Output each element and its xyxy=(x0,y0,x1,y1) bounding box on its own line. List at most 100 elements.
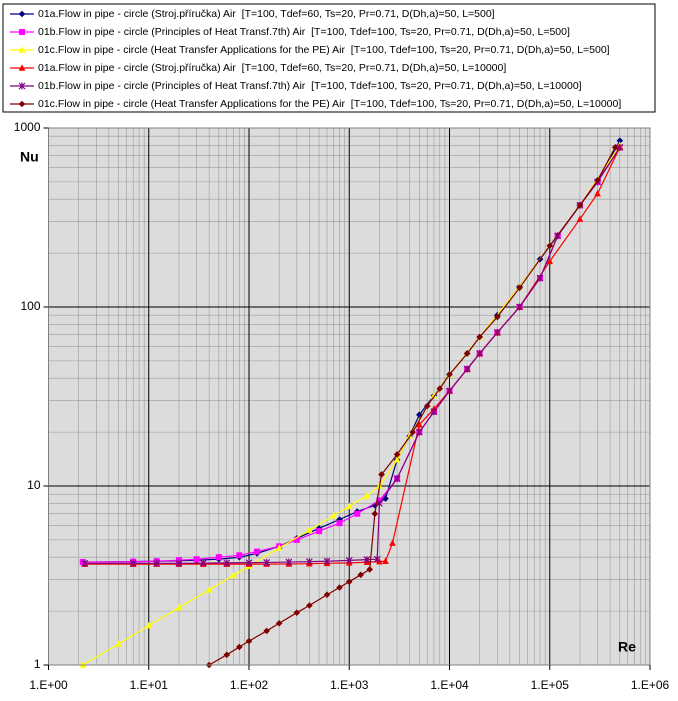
x-tick-label: 1.E+04 xyxy=(430,678,469,692)
legend-label: 01a.Flow in pipe - circle (Stroj.příručk… xyxy=(38,8,495,20)
marker xyxy=(594,189,601,197)
marker xyxy=(393,451,401,458)
marker xyxy=(430,391,438,399)
marker xyxy=(129,559,137,567)
marker xyxy=(345,578,353,585)
legend-label: 01c.Flow in pipe - circle (Heat Transfer… xyxy=(38,44,610,56)
legend-label: 01c.Flow in pipe - circle (Heat Transfer… xyxy=(38,98,621,110)
y-tick-label: 10 xyxy=(27,478,41,492)
x-tick-label: 1.E+02 xyxy=(230,678,269,692)
marker xyxy=(546,242,554,250)
marker xyxy=(393,475,401,483)
marker xyxy=(423,402,431,410)
marker xyxy=(323,557,331,565)
marker xyxy=(409,428,417,436)
legend-label: 01b.Flow in pipe - circle (Principles of… xyxy=(38,80,582,92)
legend-label: 01b.Flow in pipe - circle (Principles of… xyxy=(38,26,570,38)
marker xyxy=(546,257,554,265)
marker xyxy=(416,420,423,428)
marker xyxy=(306,602,313,609)
marker xyxy=(193,556,200,563)
marker xyxy=(306,526,313,533)
series-line xyxy=(84,146,621,564)
marker xyxy=(336,516,343,523)
marker xyxy=(223,559,231,567)
legend-marker xyxy=(18,64,26,71)
series-line xyxy=(208,147,616,666)
marker xyxy=(373,555,381,563)
marker xyxy=(245,637,253,645)
marker xyxy=(316,528,323,535)
marker xyxy=(446,371,453,378)
marker xyxy=(199,559,207,567)
legend-marker xyxy=(18,100,26,108)
marker xyxy=(516,303,523,311)
series-line xyxy=(82,145,621,666)
legend-label: 01a.Flow in pipe - circle (Stroj.příručk… xyxy=(38,62,506,74)
y-tick-label: 1 xyxy=(34,657,41,671)
y-tick-label: 100 xyxy=(20,299,40,313)
x-axis-label: Re xyxy=(618,639,636,655)
marker xyxy=(611,144,619,151)
marker xyxy=(357,571,364,579)
marker xyxy=(371,510,379,518)
marker xyxy=(576,201,584,209)
marker xyxy=(285,558,293,566)
marker xyxy=(493,329,501,337)
marker xyxy=(223,651,231,659)
legend-marker xyxy=(19,29,25,35)
marker xyxy=(81,559,89,567)
x-tick-label: 1.E+06 xyxy=(631,678,670,692)
marker xyxy=(463,365,471,373)
series-layer xyxy=(79,137,624,669)
marker xyxy=(415,428,423,436)
marker xyxy=(382,557,389,565)
marker xyxy=(263,558,271,566)
marker xyxy=(476,349,484,357)
marker xyxy=(476,333,483,341)
marker xyxy=(115,640,122,647)
marker xyxy=(215,554,222,561)
marker xyxy=(363,492,371,499)
marker xyxy=(205,586,213,593)
grid xyxy=(48,127,651,666)
marker xyxy=(430,408,438,416)
marker xyxy=(576,215,584,222)
marker xyxy=(436,385,444,392)
marker xyxy=(175,603,183,611)
marker xyxy=(153,559,161,567)
marker xyxy=(293,609,301,616)
marker xyxy=(354,510,361,517)
marker xyxy=(175,559,183,567)
marker xyxy=(345,556,353,564)
marker xyxy=(366,566,374,573)
y-tick-label: 1000 xyxy=(14,120,41,134)
marker xyxy=(616,143,624,151)
marker xyxy=(336,584,343,591)
x-tick-label: 1.E+00 xyxy=(29,678,68,692)
x-tick-label: 1.E+03 xyxy=(330,678,369,692)
legend-marker xyxy=(18,82,26,90)
marker xyxy=(345,502,353,510)
marker xyxy=(463,350,471,357)
marker xyxy=(236,552,243,559)
marker xyxy=(594,177,601,184)
marker xyxy=(305,558,313,566)
marker xyxy=(363,556,371,564)
x-tick-label: 1.E+01 xyxy=(130,678,169,692)
y-axis-label: Nu xyxy=(20,149,39,165)
marker xyxy=(446,387,453,395)
marker xyxy=(323,591,331,599)
marker xyxy=(393,456,401,463)
marker xyxy=(275,544,283,551)
marker xyxy=(245,559,253,567)
marker xyxy=(536,274,544,282)
marker xyxy=(235,643,243,651)
legend-marker xyxy=(18,46,26,53)
legend-marker xyxy=(18,10,26,18)
marker xyxy=(516,284,523,292)
marker xyxy=(330,511,338,519)
legend-box xyxy=(2,3,656,113)
marker xyxy=(389,539,396,546)
